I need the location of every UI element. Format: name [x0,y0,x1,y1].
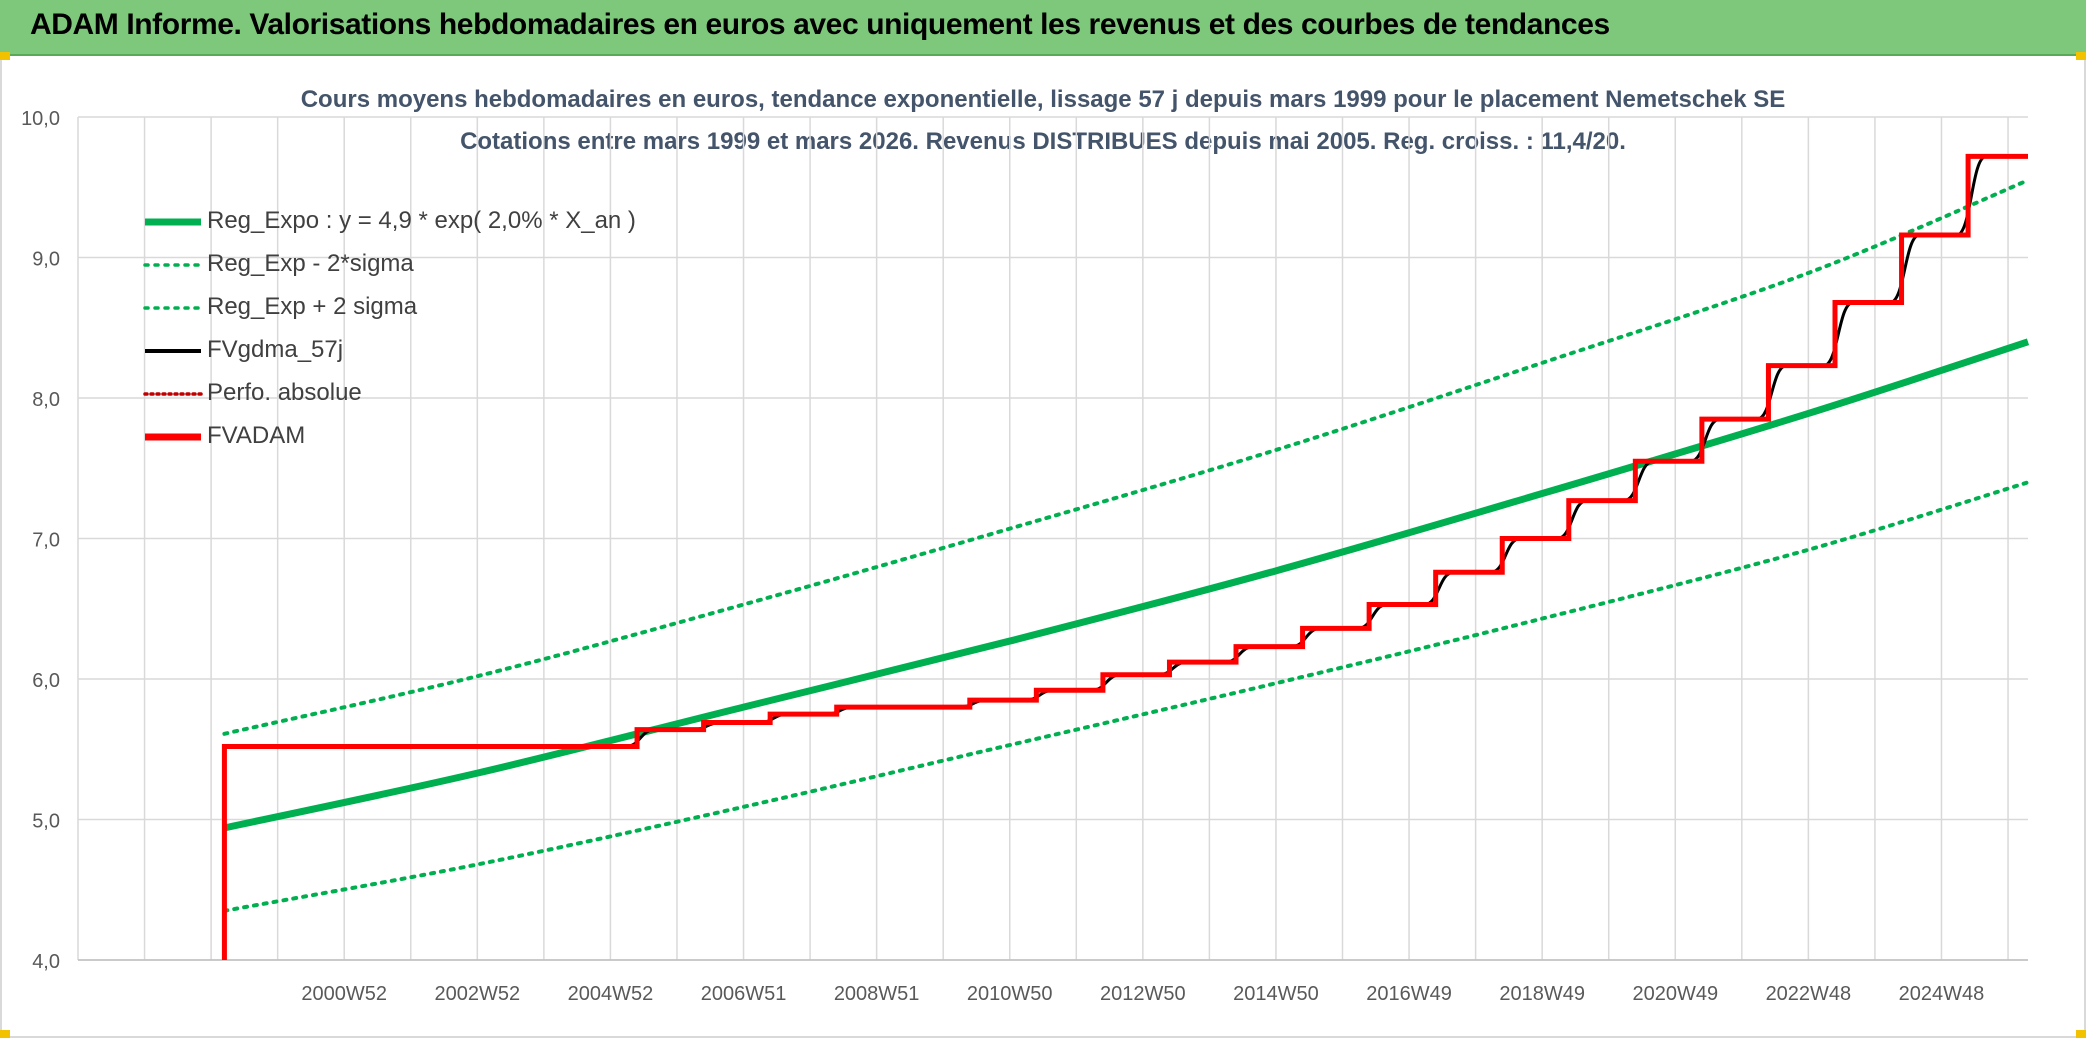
x-tick-label: 2014W50 [1233,983,1319,1005]
legend-entry-label: Reg_Exp + 2 sigma [207,293,418,320]
legend-entry-label: Reg_Exp - 2*sigma [207,250,414,277]
x-tick-label: 2016W49 [1366,983,1452,1005]
report-title: ADAM Informe. Valorisations hebdomadaire… [30,8,1610,41]
x-tick-label: 2020W49 [1632,983,1718,1005]
x-tick-label: 2010W50 [967,983,1053,1005]
report-banner: ADAM Informe. Valorisations hebdomadaire… [0,0,2086,56]
x-tick-label: 2000W52 [301,983,387,1005]
y-tick-label: 8,0 [32,389,60,411]
series-line-0 [223,338,2030,832]
series-line-2 [222,178,2030,736]
chart-title: Cours moyens hebdomadaires en euros, ten… [300,86,1786,113]
x-tick-label: 2008W51 [834,983,920,1005]
legend-entry-label: FVgdma_57j [207,336,344,363]
frame-corner-top-right [2076,52,2086,60]
x-tick-label: 2018W49 [1499,983,1585,1005]
frame-corner-bottom-left [0,1030,10,1038]
x-tick-label: 2002W52 [435,983,521,1005]
legend-entry-label: Perfo. absolue [207,379,362,406]
x-tick-label: 2024W48 [1899,983,1985,1005]
y-tick-label: 4,0 [32,951,60,973]
x-tick-label: 2022W48 [1766,983,1852,1005]
x-tick-label: 2004W52 [568,983,654,1005]
y-tick-label: 10,0 [21,108,60,130]
series-line-1 [222,480,2030,913]
series-line-5 [221,153,2028,960]
series-line-3 [224,154,2028,748]
frame-corner-top-left [0,52,10,60]
y-tick-label: 6,0 [32,670,60,692]
legend-entry-label: FVADAM [207,422,306,449]
y-tick-label: 9,0 [32,249,60,271]
y-tick-label: 7,0 [32,530,60,552]
x-tick-label: 2006W51 [701,983,787,1005]
chart-subtitle: Cotations entre mars 1999 et mars 2026. … [460,128,1626,155]
y-tick-label: 5,0 [32,811,60,833]
frame-corner-bottom-right [2076,1030,2086,1038]
legend-entry-label: Reg_Expo : y = 4,9 * exp( 2,0% * X_an ) [207,207,636,234]
x-tick-label: 2012W50 [1100,983,1186,1005]
